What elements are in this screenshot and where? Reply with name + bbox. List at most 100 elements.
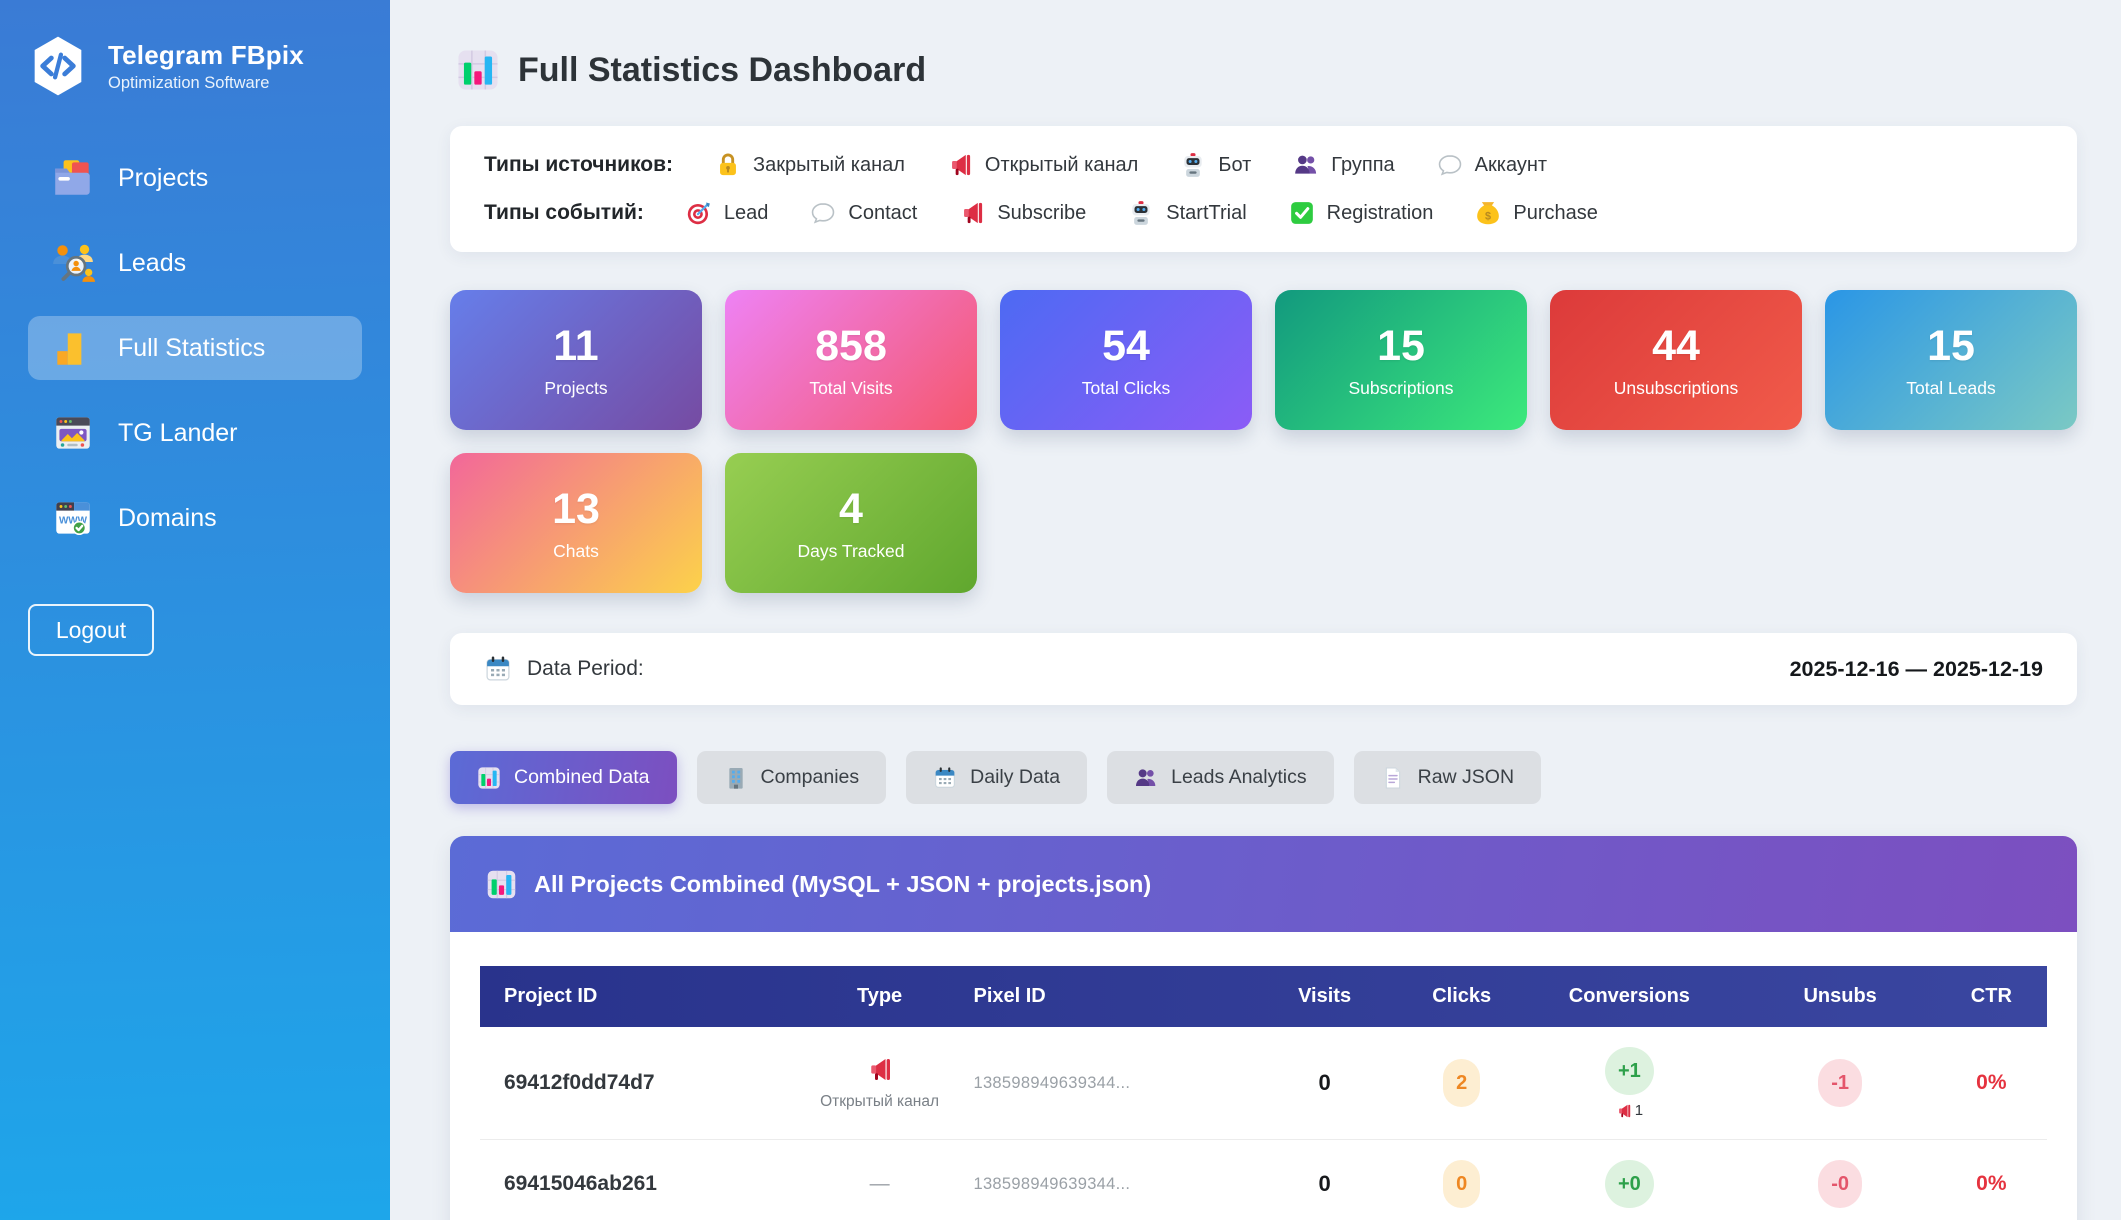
sidebar-item-projects[interactable]: Projects: [28, 146, 362, 210]
sidebar-item-leads[interactable]: Leads: [28, 231, 362, 295]
column-header-ctr[interactable]: CTR: [1936, 966, 2047, 1027]
column-header-project-id[interactable]: Project ID: [480, 966, 800, 1027]
megaphone-icon: [959, 200, 985, 226]
conversions-badge: +0: [1605, 1160, 1654, 1208]
legend-item-label: Группа: [1331, 154, 1394, 177]
legend-item: Закрытый канал: [715, 152, 905, 178]
data-period-value: 2025-12-16 — 2025-12-19: [1790, 657, 2043, 682]
column-header-clicks[interactable]: Clicks: [1409, 966, 1514, 1027]
calendar-icon: [484, 655, 512, 683]
sidebar-item-tg-lander[interactable]: TG Lander: [28, 401, 362, 465]
table-row[interactable]: 69412f0dd74d7 Открытый канал 13859894963…: [480, 1027, 2047, 1140]
robot-icon: [1128, 200, 1154, 226]
document-icon: [1381, 766, 1405, 790]
robot-icon: [1180, 152, 1206, 178]
svg-text:$: $: [1485, 211, 1491, 223]
moneybag-icon: $: [1475, 200, 1501, 226]
visits-cell: 0: [1240, 1140, 1409, 1220]
stat-card-days-tracked: 4 Days Tracked: [725, 453, 977, 593]
stat-label: Days Tracked: [798, 541, 905, 562]
stat-label: Projects: [544, 378, 607, 399]
sidebar-item-full-statistics[interactable]: Full Statistics: [28, 316, 362, 380]
tab-leads-analytics[interactable]: Leads Analytics: [1107, 751, 1334, 804]
group-icon: [1293, 152, 1319, 178]
tab-label: Combined Data: [514, 766, 650, 789]
column-header-visits[interactable]: Visits: [1240, 966, 1409, 1027]
stat-label: Chats: [553, 541, 599, 562]
conversions-cell: +1 1: [1514, 1027, 1744, 1140]
panel-title: All Projects Combined (MySQL + JSON + pr…: [534, 871, 1151, 898]
tab-label: Leads Analytics: [1171, 766, 1307, 789]
legend-item-label: StartTrial: [1166, 202, 1246, 225]
stat-label: Unsubscriptions: [1614, 378, 1739, 399]
column-header-conversions[interactable]: Conversions: [1514, 966, 1744, 1027]
sidebar: Telegram FBpix Optimization Software Pro…: [0, 0, 390, 1220]
data-period-label-group: Data Period:: [484, 655, 644, 683]
bar-chart-icon: [486, 869, 517, 900]
projects-table: Project ID Type Pixel ID Visits Clicks C…: [480, 966, 2047, 1220]
tabs: Combined Data Companies Daily Data Leads…: [450, 751, 2077, 804]
stat-card-subscriptions: 15 Subscriptions: [1275, 290, 1527, 430]
ctr-cell: 0%: [1936, 1140, 2047, 1220]
stat-value: 11: [553, 322, 598, 371]
conversion-breakdown: 1: [1528, 1102, 1730, 1119]
unsubs-cell: -0: [1745, 1140, 1936, 1220]
unsubs-badge: -0: [1818, 1160, 1862, 1208]
stat-card-total-leads: 15 Total Leads: [1825, 290, 2077, 430]
legend-item-label: Subscribe: [997, 202, 1086, 225]
ctr-cell: 0%: [1936, 1027, 2047, 1140]
projects-panel: All Projects Combined (MySQL + JSON + pr…: [450, 836, 2077, 1220]
tab-companies[interactable]: Companies: [697, 751, 887, 804]
stat-card-unsubscriptions: 44 Unsubscriptions: [1550, 290, 1802, 430]
stat-card-projects: 11 Projects: [450, 290, 702, 430]
column-header-type[interactable]: Type: [800, 966, 960, 1027]
legend-item-label: Открытый канал: [985, 154, 1138, 177]
table-body: 69412f0dd74d7 Открытый канал 13859894963…: [480, 1027, 2047, 1220]
megaphone-icon: [1616, 1103, 1632, 1119]
legend-item-label: Аккаунт: [1475, 154, 1547, 177]
leads-icon: [50, 240, 96, 286]
legend-item-label: Lead: [724, 202, 769, 225]
tab-combined-data[interactable]: Combined Data: [450, 751, 677, 804]
app-subtitle: Optimization Software: [108, 74, 304, 93]
legend-item: Открытый канал: [947, 152, 1138, 178]
tab-raw-json[interactable]: Raw JSON: [1354, 751, 1541, 804]
legend-row: Типы событий: Lead Contact Subscribe Sta…: [484, 200, 2043, 226]
main-content: Full Statistics Dashboard Типы источнико…: [390, 0, 2121, 1220]
legend-row-label: Типы событий:: [484, 201, 644, 225]
legend-item: Аккаунт: [1437, 152, 1547, 178]
conversions-badge: +1: [1605, 1047, 1654, 1095]
clicks-cell: 2: [1409, 1027, 1514, 1140]
pixel-id-cell: 138598949639344...: [959, 1140, 1239, 1220]
speech-icon: [1437, 152, 1463, 178]
visits-cell: 0: [1240, 1027, 1409, 1140]
column-header-unsubs[interactable]: Unsubs: [1745, 966, 1936, 1027]
project-id-cell: 69412f0dd74d7: [480, 1027, 800, 1140]
sidebar-item-label: Leads: [118, 249, 186, 278]
tab-label: Companies: [761, 766, 860, 789]
code-logo-icon: [26, 34, 90, 98]
unsubs-badge: -1: [1818, 1059, 1862, 1107]
logout-button[interactable]: Logout: [28, 604, 154, 656]
legend-item-label: Registration: [1327, 202, 1434, 225]
stat-value: 15: [1377, 322, 1425, 371]
table-header-row: Project ID Type Pixel ID Visits Clicks C…: [480, 966, 2047, 1027]
app-logo: Telegram FBpix Optimization Software: [0, 34, 390, 98]
legend-item-label: Закрытый канал: [753, 154, 905, 177]
tab-daily-data[interactable]: Daily Data: [906, 751, 1087, 804]
stat-label: Subscriptions: [1348, 378, 1453, 399]
column-header-pixel-id[interactable]: Pixel ID: [959, 966, 1239, 1027]
stat-value: 44: [1652, 322, 1700, 371]
legend-item-label: Бот: [1218, 154, 1251, 177]
app-title: Telegram FBpix: [108, 40, 304, 71]
speech-icon: [810, 200, 836, 226]
type-cell: Открытый канал: [800, 1027, 960, 1140]
sidebar-item-domains[interactable]: WWW Domains: [28, 486, 362, 550]
stat-value: 13: [552, 485, 600, 534]
page-title-row: Full Statistics Dashboard: [456, 48, 2077, 92]
stat-value: 858: [815, 322, 887, 371]
table-row[interactable]: 69415046ab261 — 138598949639344... 0 0 +…: [480, 1140, 2047, 1220]
stat-label: Total Clicks: [1082, 378, 1171, 399]
domains-icon: WWW: [50, 495, 96, 541]
stat-card-total-visits: 858 Total Visits: [725, 290, 977, 430]
